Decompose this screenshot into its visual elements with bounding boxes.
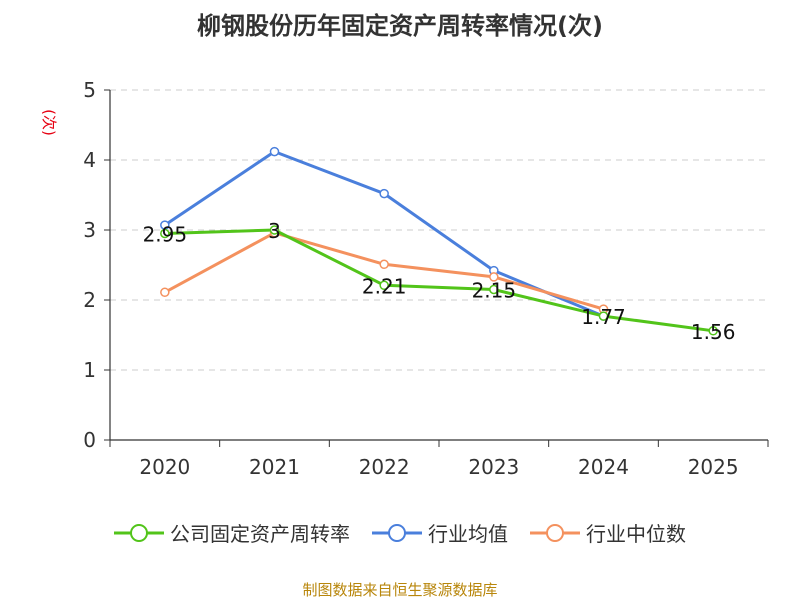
x-tick-label: 2023 bbox=[468, 455, 519, 479]
x-tick-label: 2021 bbox=[249, 455, 300, 479]
y-tick-label: 1 bbox=[83, 358, 96, 382]
y-tick-label: 2 bbox=[83, 288, 96, 312]
legend-item-company[interactable]: 公司固定资产周转率 bbox=[114, 518, 350, 547]
data-point-0 bbox=[489, 284, 499, 295]
series-line-0 bbox=[164, 228, 714, 333]
data-point-2 bbox=[489, 272, 499, 282]
data-point-0 bbox=[598, 311, 609, 321]
legend-marker-industry-median bbox=[530, 523, 580, 542]
data-label: 1.56 bbox=[691, 320, 736, 344]
legend-label-company: 公司固定资产周转率 bbox=[170, 522, 350, 546]
data-source: 制图数据来自恒生聚源数据库 bbox=[302, 581, 498, 599]
y-tick-label: 3 bbox=[83, 218, 96, 242]
legend-marker-industry-mean bbox=[372, 523, 422, 542]
chart-title: 柳钢股份历年固定资产周转率情况(次) bbox=[197, 12, 603, 40]
y-tick-label: 5 bbox=[83, 78, 96, 102]
legend-label-industry-median: 行业中位数 bbox=[586, 522, 686, 546]
data-point-1 bbox=[269, 146, 280, 157]
legend-item-industry-median[interactable]: 行业中位数 bbox=[530, 518, 686, 547]
legend-item-industry-mean[interactable]: 行业均值 bbox=[372, 518, 508, 547]
x-tick-label: 2022 bbox=[359, 455, 410, 479]
data-point-1 bbox=[379, 188, 389, 199]
legend: 公司固定资产周转率 行业均值 行业中位数 bbox=[0, 518, 800, 547]
data-point-2 bbox=[379, 259, 389, 270]
data-point-0 bbox=[708, 326, 718, 336]
data-point-0 bbox=[160, 228, 170, 239]
y-tick-label: 0 bbox=[83, 428, 96, 452]
data-label: 1.77 bbox=[581, 305, 626, 329]
x-tick-label: 2024 bbox=[578, 455, 629, 479]
data-label: 2.95 bbox=[143, 223, 188, 247]
data-point-0 bbox=[269, 225, 280, 235]
data-label: 2.15 bbox=[472, 279, 517, 303]
y-tick-label: 4 bbox=[83, 148, 96, 172]
data-point-2 bbox=[160, 287, 170, 298]
data-label: 3 bbox=[268, 219, 281, 243]
x-tick-label: 2025 bbox=[688, 455, 739, 479]
x-tick-label: 2020 bbox=[139, 455, 190, 479]
data-point-0 bbox=[379, 280, 389, 291]
legend-label-industry-mean: 行业均值 bbox=[428, 522, 508, 546]
legend-marker-company bbox=[114, 523, 164, 542]
data-label: 2.21 bbox=[362, 274, 407, 298]
